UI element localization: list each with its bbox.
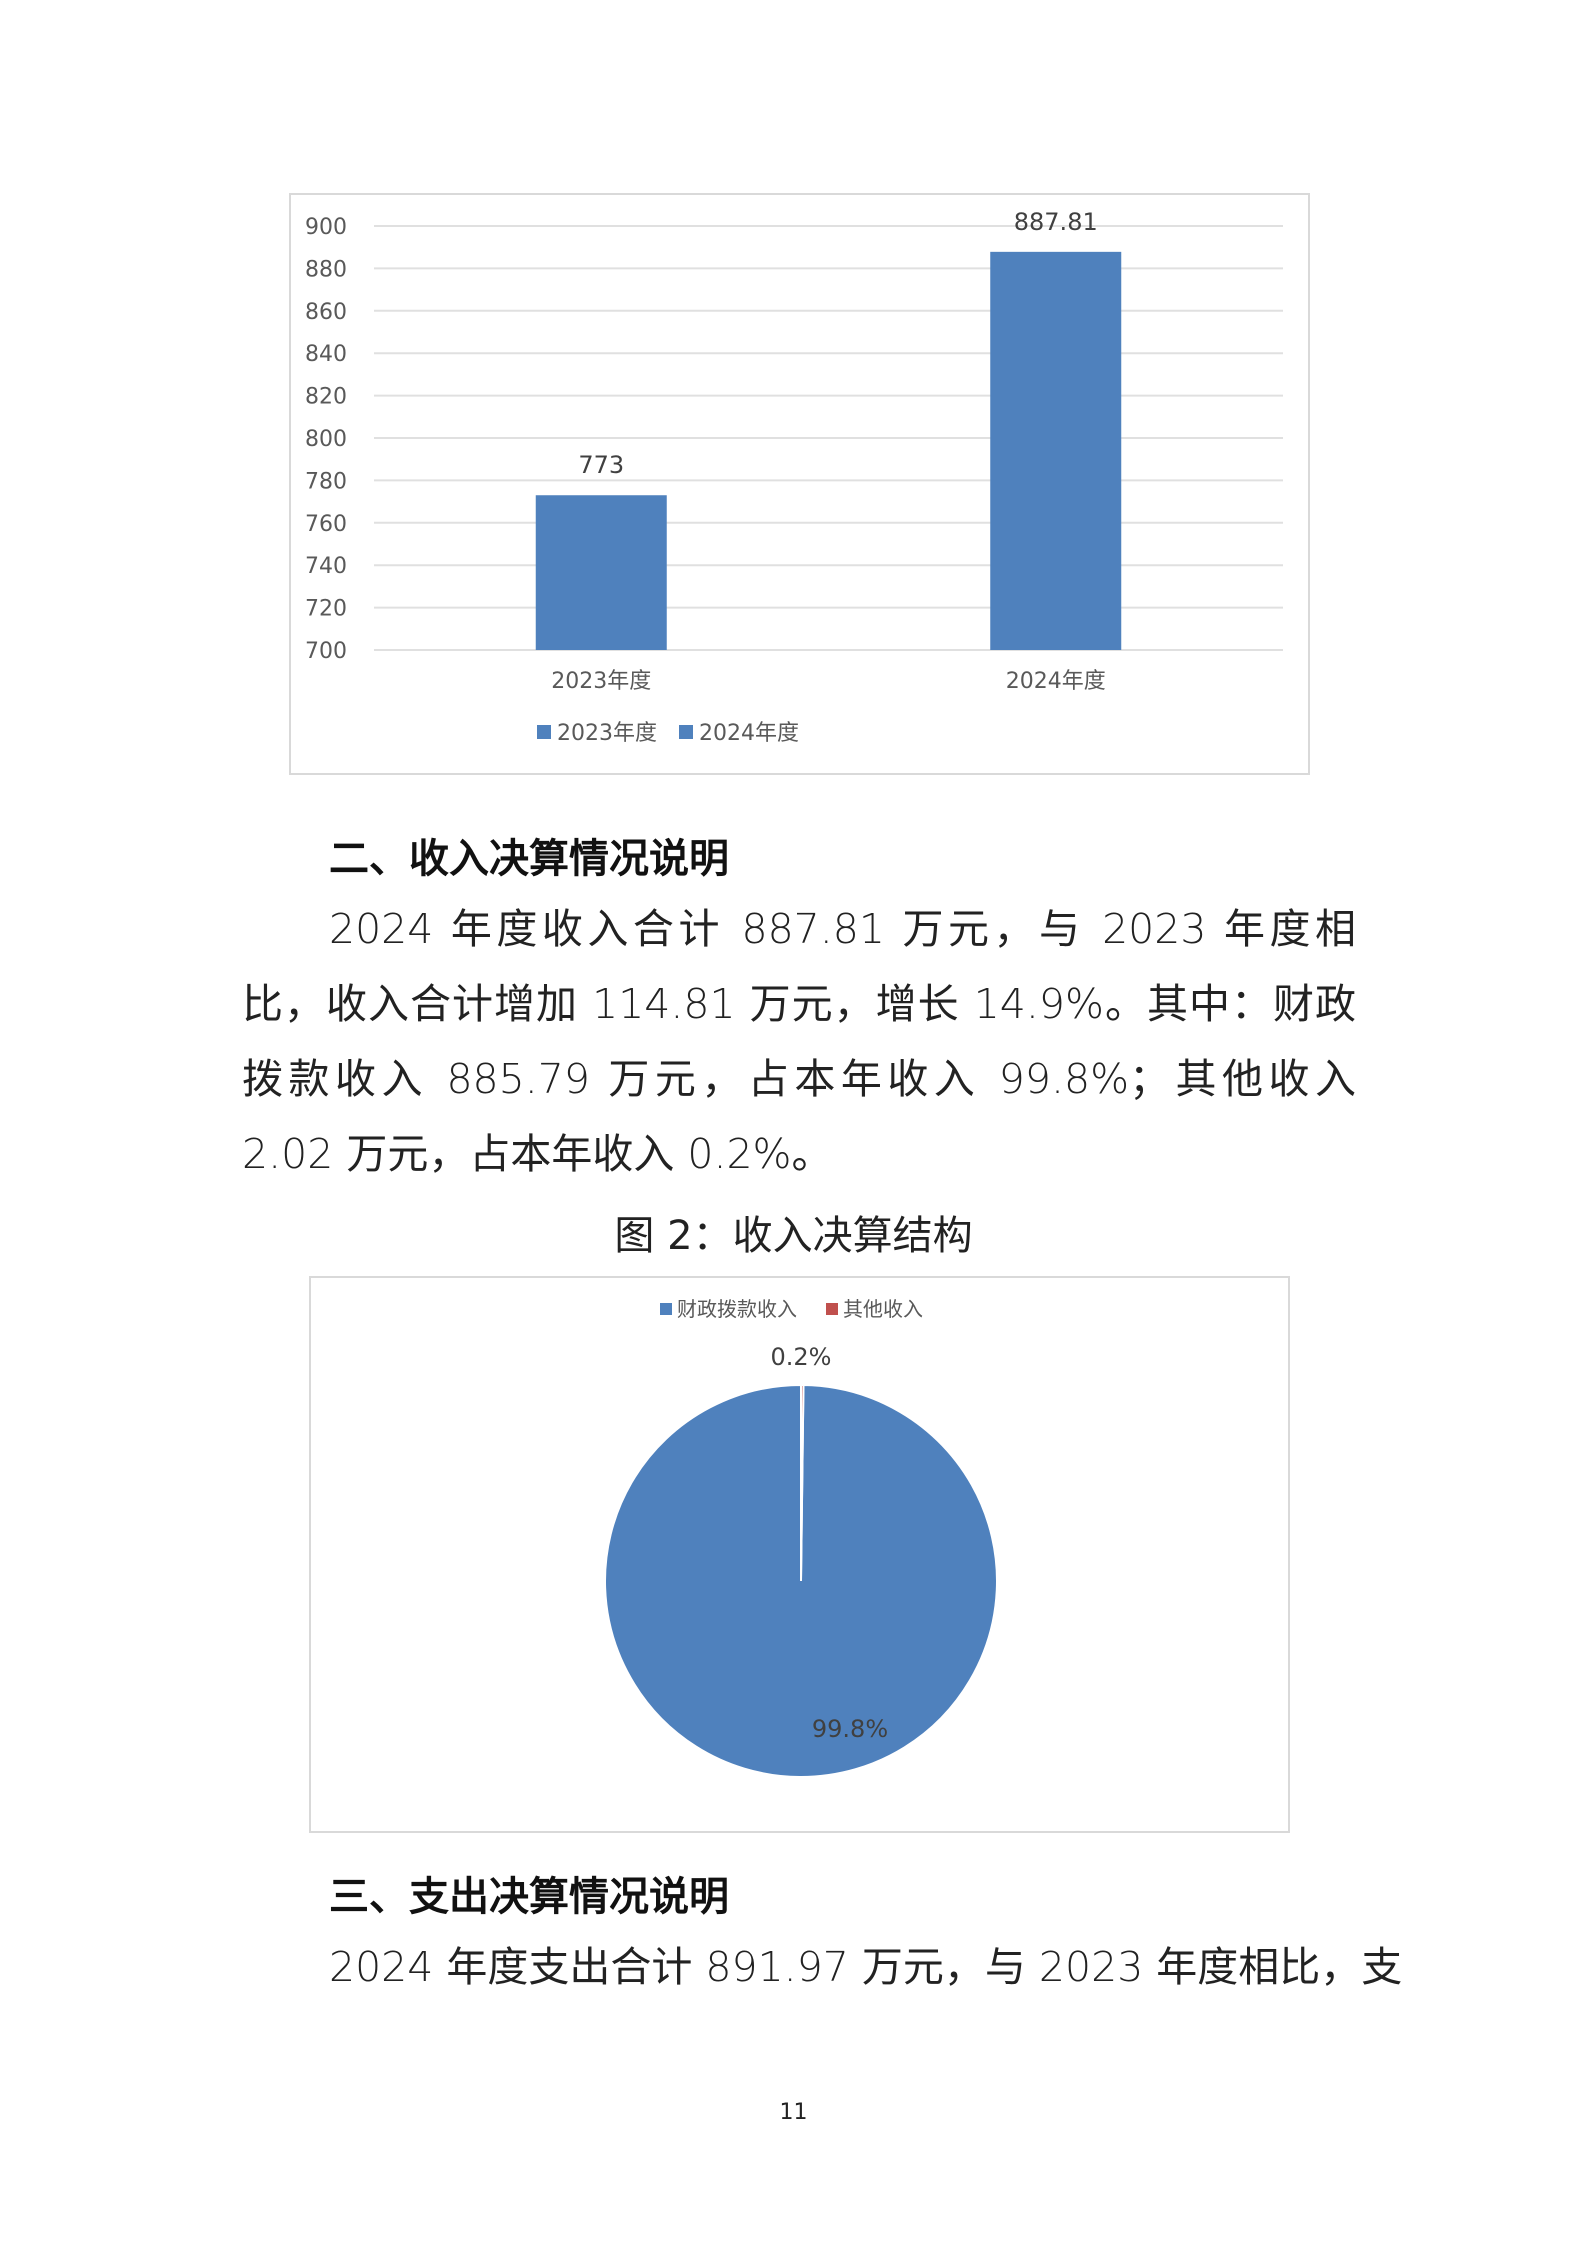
- legend-swatch: [679, 725, 693, 739]
- y-tick-label: 800: [305, 427, 347, 452]
- data-label: 773: [578, 451, 624, 479]
- legend-swatch: [660, 1303, 672, 1315]
- bar-chart: 700 720 740 760 780 800 820 840 860 880 900 773 2023…: [305, 208, 1283, 746]
- x-tick-label: 2024年度: [1006, 669, 1106, 694]
- y-tick-label: 780: [305, 469, 347, 494]
- section-heading-income: 二、收入决算情况说明: [329, 836, 729, 882]
- section-heading-expenditure: 三、支出决算情况说明: [329, 1874, 729, 1920]
- y-tick-label: 880: [305, 257, 347, 282]
- y-tick-label: 740: [305, 554, 347, 579]
- pie-slice-other: [800, 1383, 805, 1582]
- y-tick-label: 720: [305, 597, 347, 622]
- income-paragraph: 2024 年度收入合计 887.81 万元，与 2023 年度相比，收入合计增加…: [242, 905, 1356, 1178]
- legend-label: 其他收入: [843, 1297, 923, 1321]
- expenditure-paragraph: 2024 年度支出合计 891.97 万元，与 2023 年度相比，支: [329, 1943, 1403, 1991]
- y-tick-label: 760: [305, 512, 347, 537]
- legend-label: 2023年度: [557, 721, 657, 746]
- bar-2023年度: [535, 495, 667, 650]
- data-label: 0.2%: [771, 1343, 832, 1371]
- legend-swatch: [826, 1303, 838, 1315]
- bar-chart-frame: 700 720 740 760 780 800 820 840 860 880 900 773 2023…: [289, 193, 1310, 775]
- legend-swatch: [537, 725, 551, 739]
- y-tick-label: 700: [305, 639, 347, 664]
- data-label: 887.81: [1014, 208, 1098, 236]
- figure-caption: 图 2：收入决算结构: [614, 1213, 973, 1259]
- data-label: 99.8%: [812, 1715, 888, 1743]
- legend-label: 2024年度: [699, 721, 799, 746]
- legend-label: 财政拨款收入: [677, 1297, 797, 1321]
- y-tick-label: 900: [305, 215, 347, 240]
- pie-chart: 99.8% 0.2% 财政拨款收入 其他收入: [604, 1297, 998, 1778]
- x-tick-label: 2023年度: [551, 669, 651, 694]
- y-tick-label: 860: [305, 300, 347, 325]
- pie-chart-frame: 99.8% 0.2% 财政拨款收入 其他收入: [309, 1276, 1290, 1833]
- y-tick-label: 840: [305, 342, 347, 367]
- page-number: 11: [779, 2100, 808, 2125]
- y-tick-label: 820: [305, 385, 347, 410]
- bar-2024年度: [990, 251, 1122, 650]
